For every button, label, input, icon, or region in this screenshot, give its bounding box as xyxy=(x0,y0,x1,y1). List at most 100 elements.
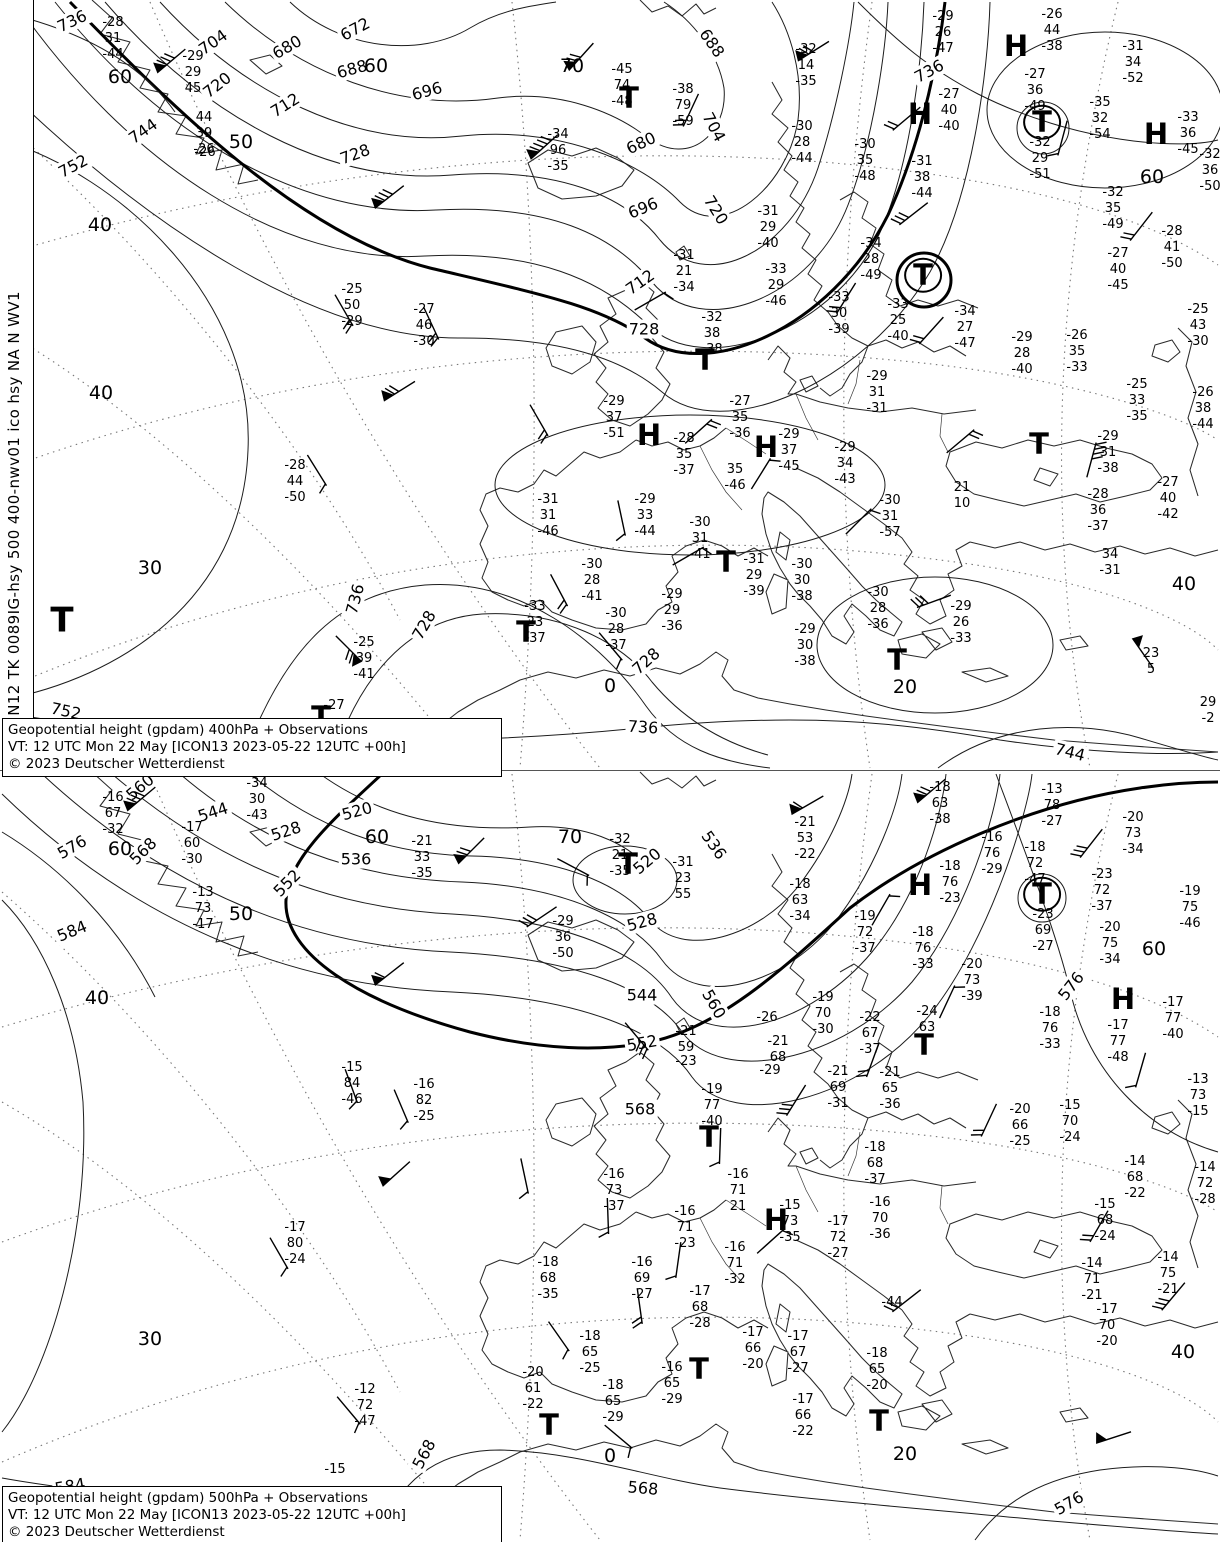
obs-value: -21 xyxy=(767,1034,789,1049)
obs-value: -45 xyxy=(611,62,633,77)
obs-value: 67 xyxy=(789,1345,807,1360)
wind-barb xyxy=(269,1237,289,1277)
obs-value: -45 xyxy=(1107,278,1129,293)
low-marker: T xyxy=(904,257,942,293)
obs-value: 68 xyxy=(1126,1170,1144,1185)
obs-value: 73 xyxy=(1124,826,1142,841)
obs-value: -47 xyxy=(1024,872,1046,887)
obs-value: -31 xyxy=(911,154,933,169)
obs-value: 79 xyxy=(674,98,692,113)
obs-value: 29 xyxy=(759,220,777,235)
station-observation: -27 35 -36 xyxy=(729,394,750,442)
station-observation: -25 33 -35 xyxy=(1126,377,1147,425)
obs-value: -13 xyxy=(1187,1072,1209,1087)
obs-value: -25 xyxy=(579,1361,601,1376)
obs-value: 28 xyxy=(862,252,880,267)
station-observation: -14 75 -21 xyxy=(1157,1250,1178,1298)
station-observation: -30 31 -57 xyxy=(879,493,900,541)
wind-barb xyxy=(776,1084,807,1116)
obs-value: -20 xyxy=(742,1357,764,1372)
obs-value: -21 xyxy=(879,1065,901,1080)
obs-value: -49 xyxy=(1024,99,1046,114)
obs-value: -24 xyxy=(1059,1130,1081,1145)
obs-value: -29 xyxy=(794,622,816,637)
contour-label: 688 xyxy=(694,23,730,63)
station-observation: -29 28 -40 xyxy=(1011,330,1032,378)
obs-value: -35 xyxy=(795,74,817,89)
obs-value: 76 xyxy=(1041,1021,1059,1036)
obs-value: -33 xyxy=(887,297,909,312)
obs-value: -40 xyxy=(757,236,779,251)
station-observation: -27 40 -40 xyxy=(938,87,959,135)
obs-value: -21 xyxy=(827,1064,849,1079)
wind-barb xyxy=(604,1424,633,1459)
station-observation: -16 82 -25 xyxy=(413,1077,434,1125)
obs-value: -44 xyxy=(911,186,933,201)
obs-value: -12 xyxy=(354,1382,376,1397)
obs-value: -51 xyxy=(603,426,625,441)
obs-value: -20 xyxy=(961,957,983,972)
obs-value: -30 xyxy=(879,493,901,508)
station-observation: -13 73 -15 xyxy=(1187,1072,1208,1120)
obs-value: 21 xyxy=(611,848,629,863)
obs-value: 73 xyxy=(963,973,981,988)
graticule-label: 60 xyxy=(1139,165,1165,188)
obs-value: -44 xyxy=(102,47,124,62)
station-observation: -29 34 -43 xyxy=(834,440,855,488)
station-observation: 23 5 xyxy=(1143,646,1160,678)
graticule-label: 50 xyxy=(228,130,254,153)
station-observation: -44 xyxy=(881,1295,902,1311)
obs-value: -27 xyxy=(1157,475,1179,490)
obs-value: 55 xyxy=(674,887,692,902)
station-observation: -29 36 -50 xyxy=(552,914,573,962)
obs-value: -32 xyxy=(724,1272,746,1287)
obs-value: -20 xyxy=(1099,920,1121,935)
obs-value: -19 xyxy=(701,1082,723,1097)
obs-value: -29 xyxy=(1097,429,1119,444)
station-observation: -33 29 -46 xyxy=(765,262,786,310)
station-observation: -15 70 -24 xyxy=(1059,1098,1080,1146)
wind-barb xyxy=(871,893,901,926)
obs-value: -34 xyxy=(954,304,976,319)
station-observation: -16 69 -27 xyxy=(631,1255,652,1303)
obs-value: -31 xyxy=(866,401,888,416)
obs-value: -29 xyxy=(932,9,954,24)
obs-value: 66 xyxy=(744,1341,762,1356)
obs-value: 73 xyxy=(1189,1088,1207,1103)
obs-value: -33 xyxy=(765,262,787,277)
station-observation: -29 26 -33 xyxy=(950,599,971,647)
obs-value: -28 xyxy=(1194,1192,1216,1207)
obs-value: -35 xyxy=(1126,409,1148,424)
obs-value: -33 xyxy=(524,599,546,614)
station-observation: -33 30 -39 xyxy=(828,290,849,338)
obs-value: -30 xyxy=(791,557,813,572)
obs-value: -20 xyxy=(522,1365,544,1380)
obs-value: -25 xyxy=(1009,1134,1031,1149)
obs-value: 40 xyxy=(1159,491,1177,506)
obs-value: -27 xyxy=(323,698,345,713)
station-observation: -15 84 -46 xyxy=(341,1060,362,1108)
obs-value: 5 xyxy=(1146,662,1156,677)
contour-label: 672 xyxy=(335,12,375,46)
obs-value: 31 xyxy=(868,385,886,400)
wind-barb xyxy=(153,48,186,74)
high-marker: H xyxy=(907,868,933,903)
station-observation: -21 68 xyxy=(767,1034,788,1066)
obs-value: -33 xyxy=(1039,1037,1061,1052)
obs-value: 65 xyxy=(581,1345,599,1360)
obs-value: -31 xyxy=(673,248,695,263)
station-observation: -45 74 -48 xyxy=(611,62,632,110)
obs-value: 29 xyxy=(184,65,202,80)
station-observation: -30 28 -41 xyxy=(581,557,602,605)
obs-value: -52 xyxy=(1122,71,1144,86)
station-observation: -29 37 -51 xyxy=(603,394,624,442)
obs-value: -39 xyxy=(743,584,765,599)
obs-value: 39 xyxy=(195,126,213,141)
station-observation: -21 53 -22 xyxy=(794,815,815,863)
obs-value: -15 xyxy=(1094,1197,1116,1212)
station-observation: -26 xyxy=(194,145,215,161)
obs-value: -42 xyxy=(1157,507,1179,522)
obs-value: -49 xyxy=(1102,217,1124,232)
contour-label: 520 xyxy=(337,797,377,825)
contour-label: 552 xyxy=(268,864,306,902)
